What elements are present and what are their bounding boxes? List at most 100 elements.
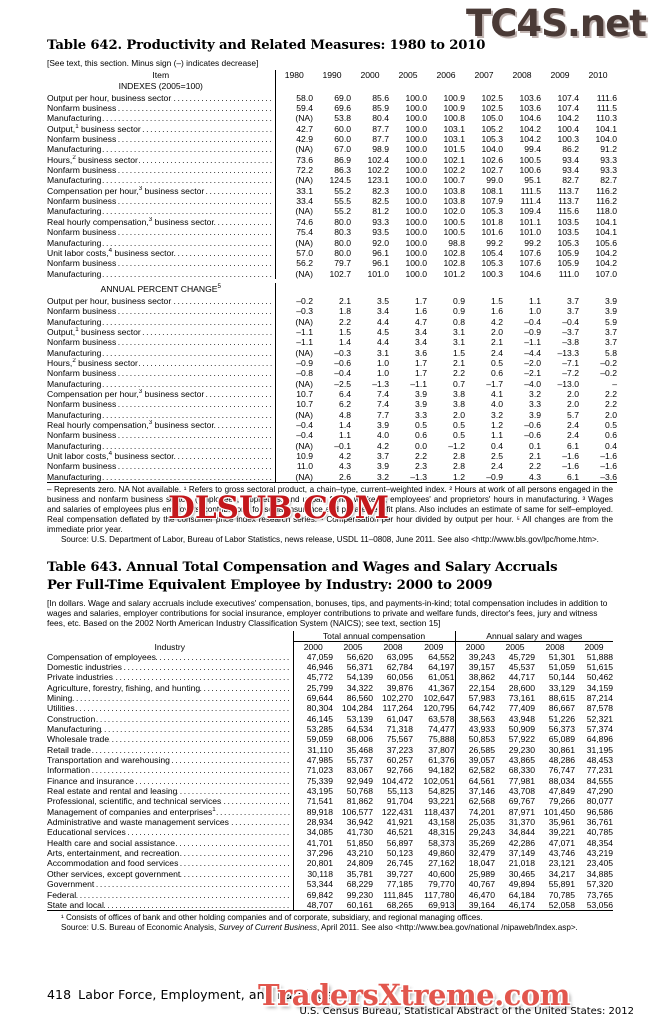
row-label: Government .............................… xyxy=(47,879,294,890)
data-cell: 40,600 xyxy=(428,868,455,879)
data-cell: 59,059 xyxy=(306,734,333,745)
data-cell: 2.2 xyxy=(605,399,617,410)
leader-dots: ........................................… xyxy=(116,134,274,145)
table-row: Compensation per hour,3 business sector … xyxy=(47,388,617,400)
leader-dots: ........................................… xyxy=(155,651,291,662)
row-label: Health care and social assistance ......… xyxy=(47,837,294,849)
data-cell: 1.7 xyxy=(415,357,427,368)
table-643-source: Source: U.S. Bureau of Economic Analysis… xyxy=(61,923,578,933)
data-cell: 3.3 xyxy=(415,409,427,420)
data-cell: 52,321 xyxy=(586,713,614,724)
data-cell: 0.9 xyxy=(453,306,465,317)
data-cell: –0.4 xyxy=(296,420,313,431)
table-row: Nonfarm business .......................… xyxy=(47,337,617,348)
row-label: Manufacturing ..........................… xyxy=(47,113,276,124)
data-cell: 105.2 xyxy=(481,123,503,134)
data-cell: 28,934 xyxy=(306,817,333,828)
page-footer: 418 Labor Force, Employment, and Earnings xyxy=(47,987,332,1002)
row-label: Nonfarm business .......................… xyxy=(47,368,276,379)
col-head-tc-2000: 2000 xyxy=(303,641,323,652)
data-cell: 100.0 xyxy=(405,268,427,279)
data-cell: 1.0 xyxy=(529,306,541,317)
row-label: Hours,2 business sector ................… xyxy=(47,357,276,369)
data-cell: 51,059 xyxy=(548,661,575,672)
leader-dots: ........................................… xyxy=(95,713,292,724)
data-cell: – xyxy=(612,378,617,389)
data-cell: 53.8 xyxy=(334,113,351,124)
data-cell: 69.0 xyxy=(334,92,351,103)
footnote-marker: 3 xyxy=(138,388,143,396)
data-cell: 70,785 xyxy=(548,889,575,900)
data-cell: 108.1 xyxy=(481,185,503,196)
data-cell: 1.7 xyxy=(415,368,427,379)
data-cell: 1.4 xyxy=(339,337,351,348)
data-cell: 3.2 xyxy=(491,409,503,420)
page-section-title: Labor Force, Employment, and Earnings xyxy=(78,987,332,1002)
col-head-sw-2008: 2008 xyxy=(545,641,565,652)
data-cell: 99.2 xyxy=(486,237,503,248)
data-cell: 85.9 xyxy=(372,103,389,114)
data-cell: 54,139 xyxy=(346,672,373,683)
data-cell: 4.4 xyxy=(377,316,389,327)
data-cell: 6.1 xyxy=(541,471,579,484)
data-cell: –0.6 xyxy=(334,357,351,368)
section-heading: INDEXES (2005=100) xyxy=(47,79,276,93)
data-cell: 101.0 xyxy=(519,227,541,238)
table-row: Government .............................… xyxy=(47,879,613,890)
data-cell: 23,405 xyxy=(586,858,614,869)
data-cell: –3.8 xyxy=(562,337,579,348)
data-cell: 93.3 xyxy=(600,165,617,176)
data-cell: 22,154 xyxy=(454,682,495,693)
data-cell: –1.6 xyxy=(562,461,579,472)
table-642-item-header: Item xyxy=(47,69,276,80)
data-cell: 80.4 xyxy=(372,113,389,124)
table-row: Accommodation and food services ........… xyxy=(47,858,614,869)
data-cell: 80.3 xyxy=(334,227,351,238)
data-cell: 71,318 xyxy=(386,724,413,735)
data-cell: 100.0 xyxy=(405,227,427,238)
table-row: Manufacturing ..........................… xyxy=(47,471,617,484)
data-cell: 2.2 xyxy=(339,316,351,327)
data-cell: 62,568 xyxy=(454,796,495,807)
row-label: Compensation of employees ..............… xyxy=(47,651,294,662)
data-cell: 115.6 xyxy=(558,206,579,217)
data-cell: 69,767 xyxy=(508,796,535,807)
data-cell: –0.4 xyxy=(296,430,313,441)
data-cell: 93.3 xyxy=(372,216,389,227)
data-cell: 41,367 xyxy=(428,682,455,693)
data-cell: 0.9 xyxy=(453,295,465,306)
row-label: Unit labor costs,4 business sector .....… xyxy=(47,247,276,259)
data-cell: 83,067 xyxy=(346,765,373,776)
data-cell: 30,465 xyxy=(508,868,535,879)
data-cell: 101.2 xyxy=(443,268,465,279)
data-cell: 37,149 xyxy=(508,848,535,859)
data-cell: 3.7 xyxy=(567,295,579,306)
data-cell: –1.7 xyxy=(486,378,503,389)
data-cell: –0.8 xyxy=(296,368,313,379)
data-cell: 96.1 xyxy=(372,247,389,258)
leader-dots: ........................................… xyxy=(101,471,274,482)
table-row: Utilities ..............................… xyxy=(47,703,613,714)
row-label: Agriculture, forestry, fishing, and hunt… xyxy=(47,682,294,693)
data-cell: 3.7 xyxy=(605,326,617,337)
data-cell: 55,113 xyxy=(387,786,413,797)
data-cell: 0.4 xyxy=(605,440,617,451)
leader-dots: ........................................… xyxy=(101,316,274,327)
data-cell: 47,985 xyxy=(306,755,333,766)
data-cell: 67.0 xyxy=(334,144,351,155)
empty-cell xyxy=(275,283,313,296)
data-cell: 26,585 xyxy=(454,744,495,756)
row-label: Manufacturing ..........................… xyxy=(47,724,294,735)
data-cell: 64,197 xyxy=(428,661,455,672)
data-cell: 100.3 xyxy=(481,268,503,279)
data-cell: 60,257 xyxy=(386,755,413,766)
data-cell: 104.6 xyxy=(519,268,541,279)
data-cell: 2.2 xyxy=(529,461,541,472)
data-cell: (NA) xyxy=(295,113,313,124)
leader-dots: ........................................… xyxy=(116,430,274,441)
data-cell: 101.1 xyxy=(519,216,541,227)
data-cell: 33.4 xyxy=(296,196,313,207)
leader-dots: ........................................… xyxy=(116,258,274,269)
data-cell: 56,620 xyxy=(346,651,373,662)
